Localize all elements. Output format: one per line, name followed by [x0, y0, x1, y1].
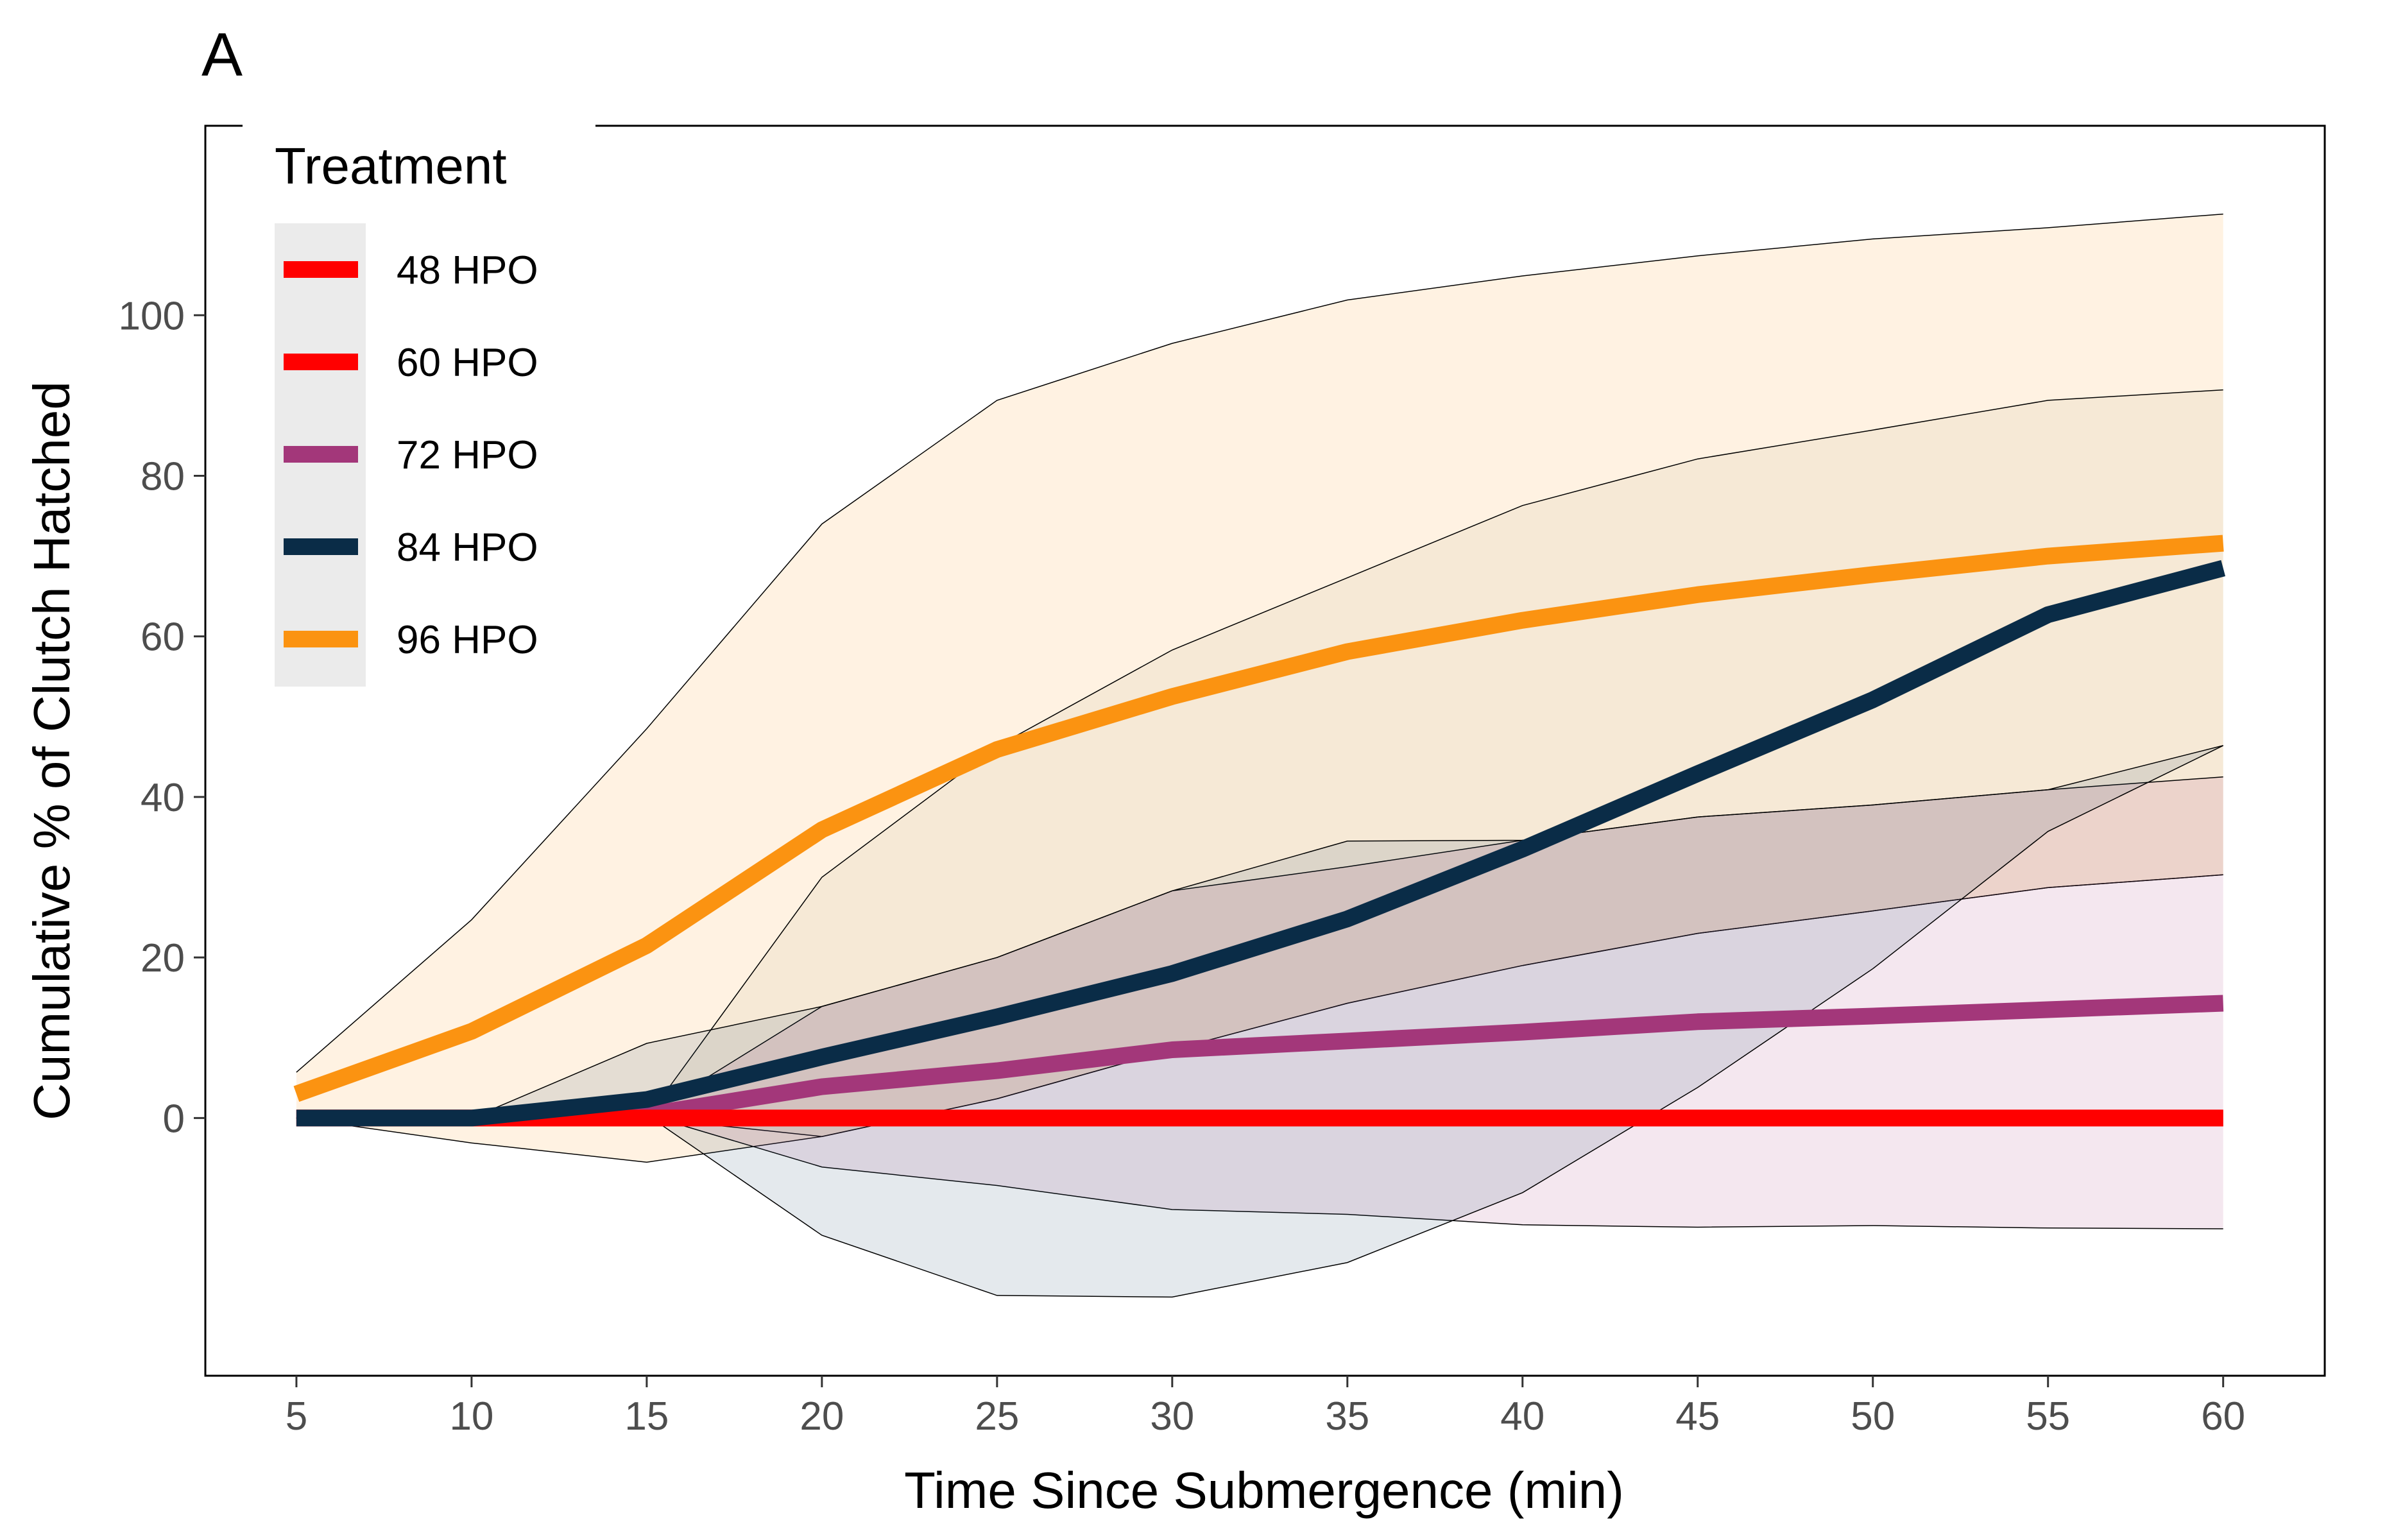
ci-band-84-hpo — [296, 745, 2223, 1297]
series-line-84-hpo — [296, 560, 2226, 1127]
x-tick-label-35: 35 — [1325, 1394, 1369, 1439]
y-axis: 0 20 40 60 80 100 — [119, 294, 205, 1141]
x-tick-label-40: 40 — [1500, 1394, 1544, 1439]
legend-items: 48 HPO 60 HPO 72 HPO 84 HPO 96 HPO — [284, 248, 538, 662]
legend-label-48-hpo: 48 HPO — [397, 248, 538, 293]
x-tick-label-20: 20 — [800, 1394, 844, 1439]
series-lines — [293, 535, 2226, 1127]
y-tick-label-80: 80 — [141, 454, 185, 499]
x-tick-label-50: 50 — [1851, 1394, 1895, 1439]
y-tick-label-40: 40 — [141, 776, 185, 820]
x-tick-label-15: 15 — [624, 1394, 669, 1439]
y-tick-label-60: 60 — [141, 615, 185, 660]
x-axis: 5 10 15 20 25 30 35 40 45 50 55 60 — [286, 1376, 2245, 1439]
x-tick-label-55: 55 — [2026, 1394, 2070, 1439]
panel-label: A — [201, 21, 243, 89]
x-tick-label-25: 25 — [975, 1394, 1019, 1439]
x-axis-title: Time Since Submergence (min) — [904, 1462, 1624, 1519]
ci-band-96-hpo — [296, 214, 2223, 1163]
legend-label-72-hpo: 72 HPO — [397, 433, 538, 477]
series-line-96-hpo — [293, 535, 2224, 1102]
ci-band-upper-edge-84-hpo — [296, 745, 2223, 1119]
legend: Treatment 48 HPO 60 HPO 72 HPO 84 HPO 96 HPO — [243, 121, 595, 692]
x-tick-label-45: 45 — [1675, 1394, 1720, 1439]
y-tick-label-20: 20 — [141, 936, 185, 980]
x-tick-label-10: 10 — [449, 1394, 493, 1439]
y-axis-title: Cumulative % of Clutch Hatched — [23, 381, 80, 1120]
legend-title: Treatment — [275, 137, 507, 194]
x-tick-label-60: 60 — [2201, 1394, 2245, 1439]
ci-band-combined — [296, 389, 2223, 1137]
y-tick-label-100: 100 — [119, 294, 185, 338]
legend-label-84-hpo: 84 HPO — [397, 526, 538, 570]
ci-band-upper-edge-96-hpo — [296, 213, 2223, 1073]
legend-label-60-hpo: 60 HPO — [397, 341, 538, 385]
x-tick-label-5: 5 — [286, 1394, 307, 1439]
legend-label-96-hpo: 96 HPO — [397, 618, 538, 662]
y-tick-label-0: 0 — [163, 1097, 185, 1141]
x-tick-label-30: 30 — [1150, 1394, 1194, 1439]
